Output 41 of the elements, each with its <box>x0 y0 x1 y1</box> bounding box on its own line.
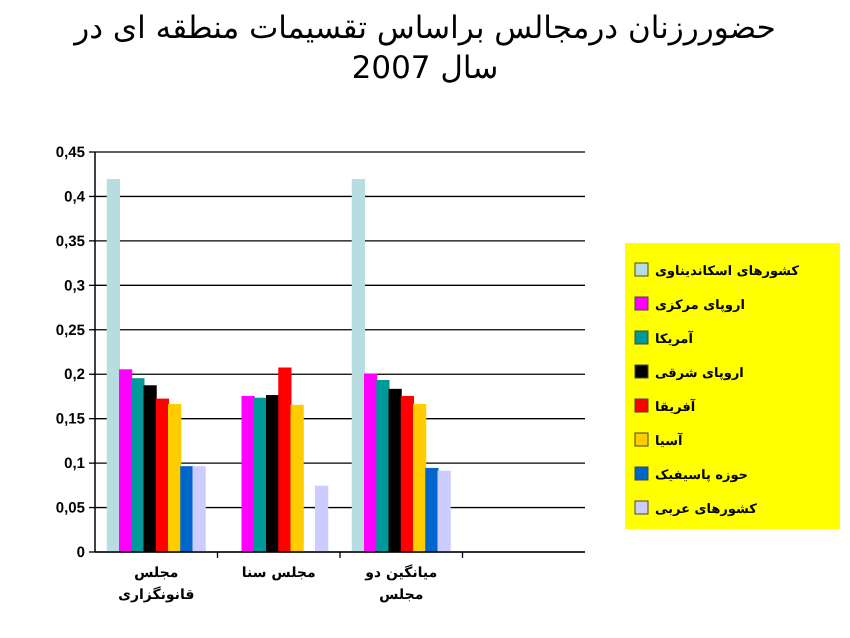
y-tick-label: 0,3 <box>64 277 85 294</box>
y-tick-label: 0,25 <box>56 322 85 339</box>
bar <box>180 466 194 552</box>
bar <box>242 396 255 552</box>
bar <box>168 404 182 552</box>
x-tick-label: مجلس سنا <box>240 564 317 583</box>
legend-label: حوزه پاسیفیک <box>655 468 748 483</box>
legend-label: آفریقا <box>655 398 696 415</box>
bar <box>278 368 292 552</box>
legend-label: آمریکا <box>655 330 694 347</box>
bar <box>131 378 144 552</box>
chart-title: حضوررزنان درمجالس براساس تقسیمات منطقه ای در سال 2007 <box>72 9 777 88</box>
y-tick-label: 0,4 <box>64 188 86 206</box>
bar <box>352 179 365 552</box>
legend-label: کشورهای عربی <box>655 502 758 517</box>
bar <box>290 404 304 552</box>
bar <box>376 380 390 552</box>
bar <box>156 398 169 552</box>
bar <box>254 398 267 552</box>
x-tick-label: میانگین دو مجلس <box>364 563 438 605</box>
x-tick-label: مجلس قانونگزاری <box>117 564 196 605</box>
bar <box>315 486 328 552</box>
legend-label: اروپای مرکزی <box>655 298 745 313</box>
bar <box>438 470 451 552</box>
bar <box>364 374 378 552</box>
bar <box>400 396 414 552</box>
bar <box>106 179 120 552</box>
y-tick-label: 0,2 <box>64 366 85 384</box>
legend-label: اروپای شرقی <box>655 366 744 381</box>
y-tick-label: 0,15 <box>56 410 85 428</box>
legend-label: آسیا <box>655 432 683 449</box>
bar <box>119 369 132 552</box>
y-tick-label: 0,35 <box>56 232 85 250</box>
y-tick-label: 0,1 <box>64 455 85 472</box>
y-tick-label: 0,05 <box>56 500 85 517</box>
legend-label: کشورهای اسکاندیناوی <box>655 264 800 279</box>
y-tick-label: 0 <box>76 544 85 561</box>
y-tick-label: 0,45 <box>56 144 85 161</box>
bar <box>413 404 426 552</box>
bar <box>425 468 438 552</box>
bar <box>192 466 206 552</box>
